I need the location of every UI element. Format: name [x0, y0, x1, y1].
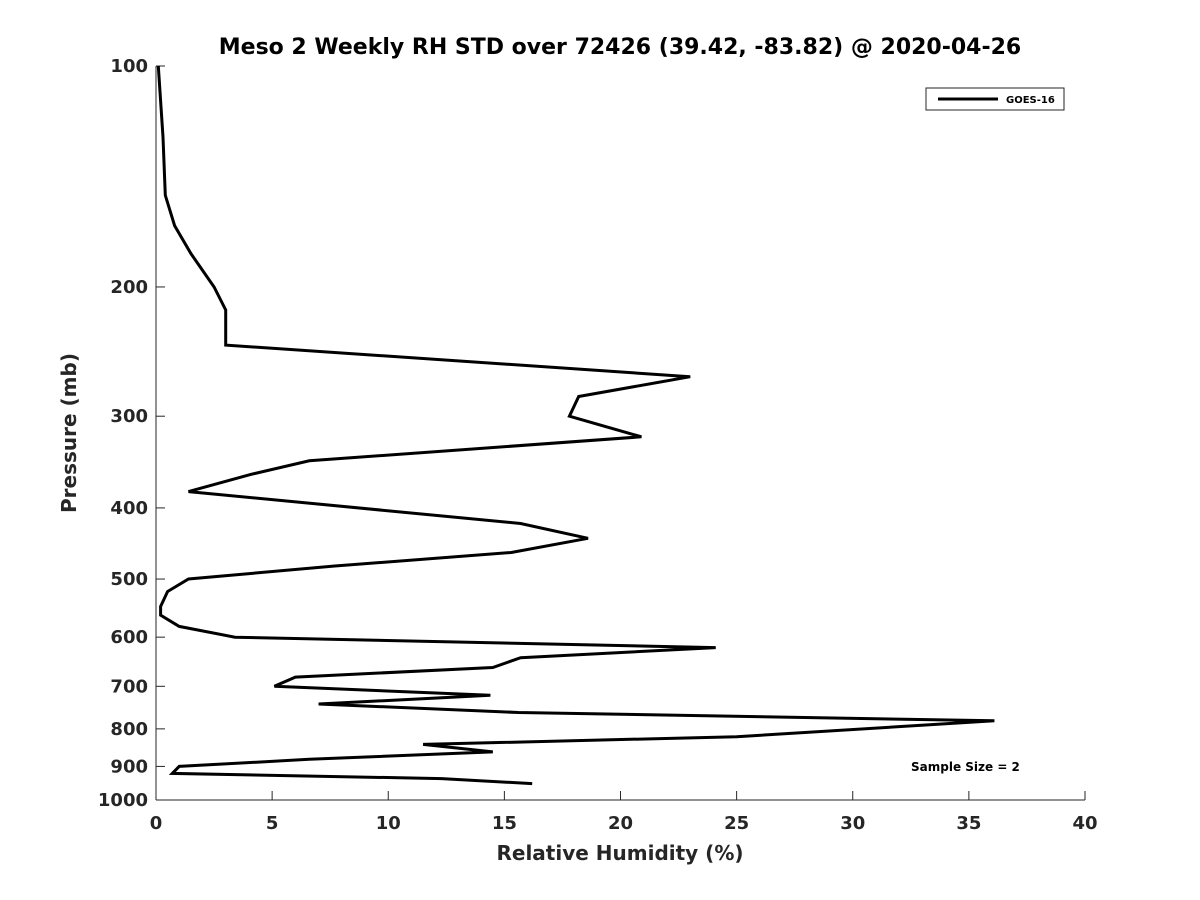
x-tick-label: 10: [376, 813, 401, 834]
legend-label-goes-16: GOES-16: [1006, 95, 1055, 106]
y-tick-label: 100: [110, 56, 148, 77]
y-tick-label: 700: [110, 676, 148, 697]
y-tick-label: 500: [110, 569, 148, 590]
x-tick-label: 40: [1072, 813, 1097, 834]
series-layer: [156, 65, 995, 786]
y-tick-label: 800: [110, 719, 148, 740]
x-tick-label: 15: [492, 813, 517, 834]
y-tick-label: 600: [110, 627, 148, 648]
y-tick-label: 1000: [98, 790, 148, 811]
x-tick-label: 30: [840, 813, 865, 834]
x-tick-label: 5: [266, 813, 279, 834]
x-tick-label: 35: [956, 813, 981, 834]
y-tick-label: 300: [110, 406, 148, 427]
x-axis-ticks: 0 5 10 15 20 25 30 35 40: [150, 791, 1098, 834]
x-tick-label: 0: [150, 813, 163, 834]
y-tick-label: 400: [110, 498, 148, 519]
legend: GOES-16: [925, 87, 1065, 111]
x-tick-label: 25: [724, 813, 749, 834]
x-axis-label: Relative Humidity (%): [496, 841, 743, 865]
series-line-goes-16: [156, 65, 995, 786]
chart-title: Meso 2 Weekly RH STD over 72426 (39.42, …: [219, 35, 1021, 60]
x-tick-label: 20: [608, 813, 633, 834]
y-tick-label: 900: [110, 756, 148, 777]
y-axis-ticks: 100 200 300 400 500 600 700 800 900 1000: [98, 56, 165, 811]
y-axis-label: Pressure (mb): [57, 353, 81, 513]
y-tick-label: 200: [110, 277, 148, 298]
sample-size-annotation: Sample Size = 2: [911, 760, 1020, 774]
